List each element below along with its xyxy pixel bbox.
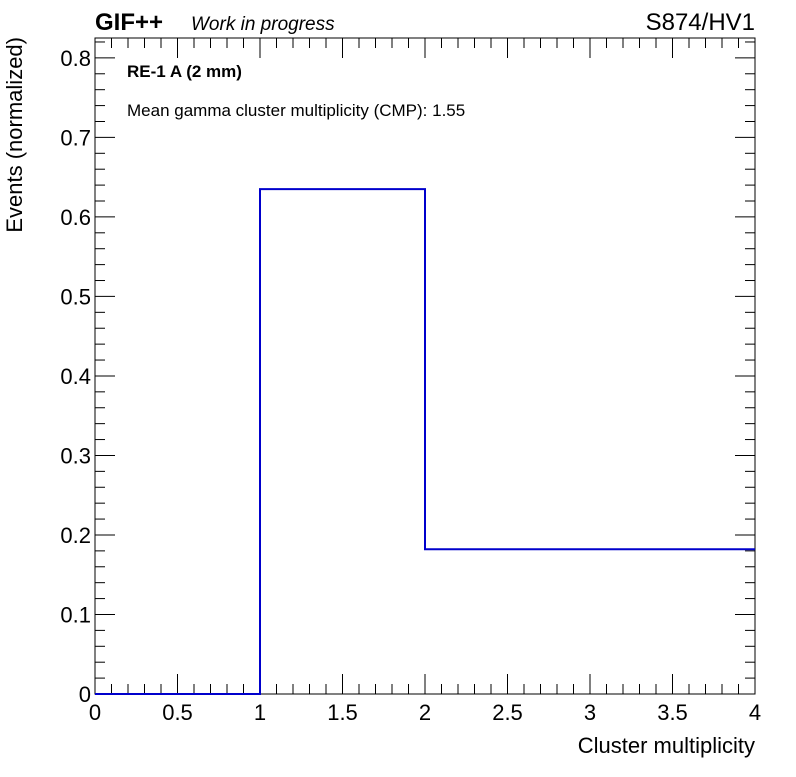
run-label: S874/HV1 (646, 9, 755, 36)
y-tick-label: 0.5 (60, 284, 91, 309)
x-tick-label: 2 (419, 700, 431, 725)
y-tick-label: 0.1 (60, 602, 91, 627)
x-tick-label: 1.5 (327, 700, 358, 725)
histogram-step-line (95, 188, 755, 695)
y-tick-label: 0.4 (60, 364, 91, 389)
x-tick-label: 3.5 (657, 700, 688, 725)
cmp-annotation: Mean gamma cluster multiplicity (CMP): 1… (127, 101, 465, 120)
y-tick-label: 0.3 (60, 443, 91, 468)
y-tick-label: 0.2 (60, 523, 91, 548)
y-tick-label: 0.8 (60, 46, 91, 71)
x-tick-label: 0.5 (162, 700, 193, 725)
brand-label: GIF++ (95, 9, 163, 36)
y-tick-label: 0 (79, 682, 91, 707)
axes: 0 0.5 1 1.5 2 2.5 3 3.5 4 0 0.1 0.2 0.3 0.4 0.5 0.6 0.7 0… (60, 37, 761, 725)
x-tick-label: 0 (89, 700, 101, 725)
x-tick-label: 3 (584, 700, 596, 725)
histogram-bin (425, 549, 755, 694)
y-tick-label: 0.7 (60, 125, 91, 150)
x-tick-label: 2.5 (492, 700, 523, 725)
x-tick-label: 4 (749, 700, 761, 725)
x-tick-label: 1 (254, 700, 266, 725)
histogram-bin (260, 189, 425, 694)
y-tick-label: 0.6 (60, 205, 91, 230)
y-axis-title: Events (normalized) (2, 37, 27, 233)
histogram-marks (95, 188, 755, 695)
status-label: Work in progress (191, 14, 335, 35)
x-axis-title: Cluster multiplicity (578, 733, 755, 758)
detector-annotation: RE-1 A (2 mm) (127, 62, 242, 81)
